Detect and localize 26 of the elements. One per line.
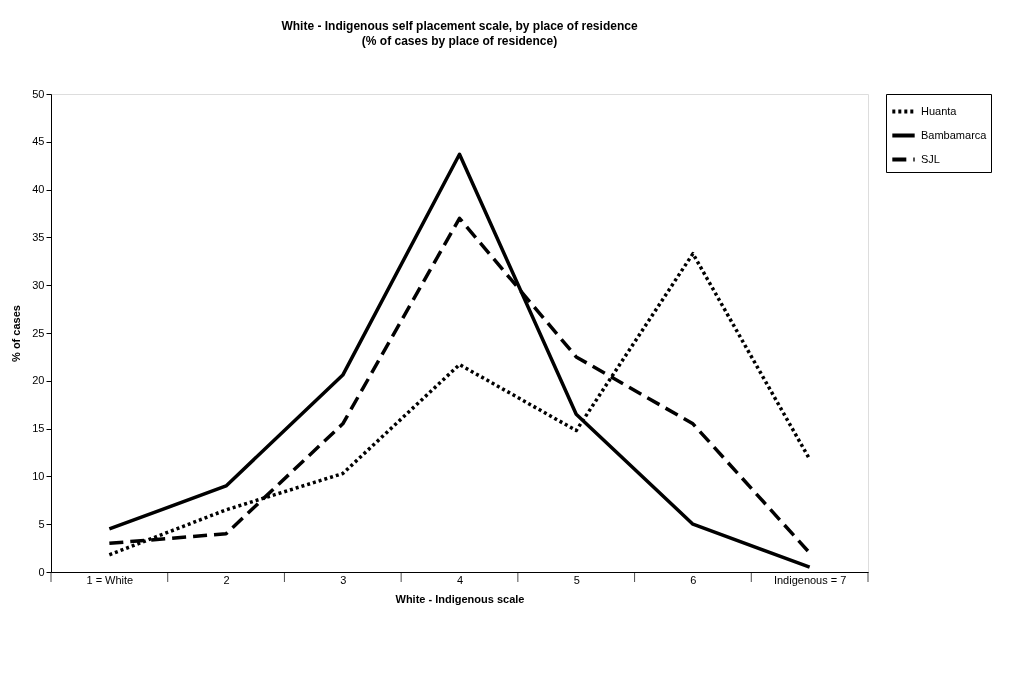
y-tick-label: 30 — [32, 278, 45, 291]
y-tick-label: 5 — [38, 517, 45, 530]
y-tick-label: 15 — [32, 422, 45, 435]
y-tick-label: 20 — [32, 374, 45, 387]
x-tick-label: 1 = White — [86, 573, 134, 586]
chart-subtitle: (% of cases by place of residence) — [361, 34, 558, 48]
y-tick-label: 45 — [32, 135, 45, 148]
chart-title: White - Indigenous self placement scale, by place of residence — [281, 19, 638, 33]
line-series — [107, 152, 812, 569]
x-tick-label: 4 — [456, 573, 464, 586]
legend-label: Huanta — [921, 104, 958, 117]
x-axis-title: White - Indigenous scale — [395, 592, 525, 605]
x-tick-label: Indigenous = 7 — [773, 573, 847, 586]
legend-label: SJL — [921, 152, 940, 165]
y-tick-label: 25 — [32, 326, 45, 339]
y-tick-label: 50 — [32, 87, 45, 100]
y-tick-label: 35 — [32, 230, 45, 243]
x-tick-label: 2 — [223, 573, 230, 586]
x-tick-label: 5 — [573, 573, 580, 586]
y-tick-label: 10 — [32, 469, 45, 482]
y-tick-label: 0 — [38, 565, 45, 578]
x-tick-label: 3 — [340, 573, 347, 586]
legend-label: Bambamarca — [921, 128, 988, 141]
y-axis-title: % of cases — [10, 305, 23, 362]
x-tick-label: 6 — [690, 573, 697, 586]
y-tick-label: 40 — [32, 183, 45, 196]
